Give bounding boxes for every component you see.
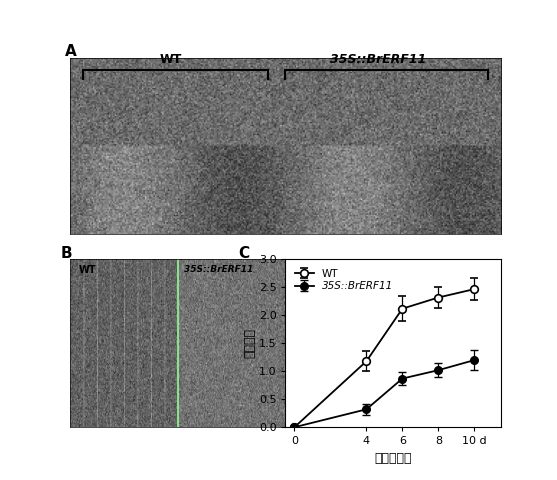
X-axis label: 侵染后天数: 侵染后天数 bbox=[375, 452, 412, 465]
Text: WT: WT bbox=[160, 52, 182, 66]
Text: 35S::BrERF11: 35S::BrERF11 bbox=[184, 264, 253, 274]
Text: B: B bbox=[61, 246, 72, 261]
Legend: WT, 35S::BrERF11: WT, 35S::BrERF11 bbox=[291, 264, 397, 296]
Text: 35S::BrERF11: 35S::BrERF11 bbox=[330, 52, 427, 66]
Text: WT: WT bbox=[78, 264, 96, 275]
Text: C: C bbox=[238, 246, 249, 261]
Text: A: A bbox=[65, 44, 77, 59]
Y-axis label: 病情指数: 病情指数 bbox=[243, 328, 256, 359]
